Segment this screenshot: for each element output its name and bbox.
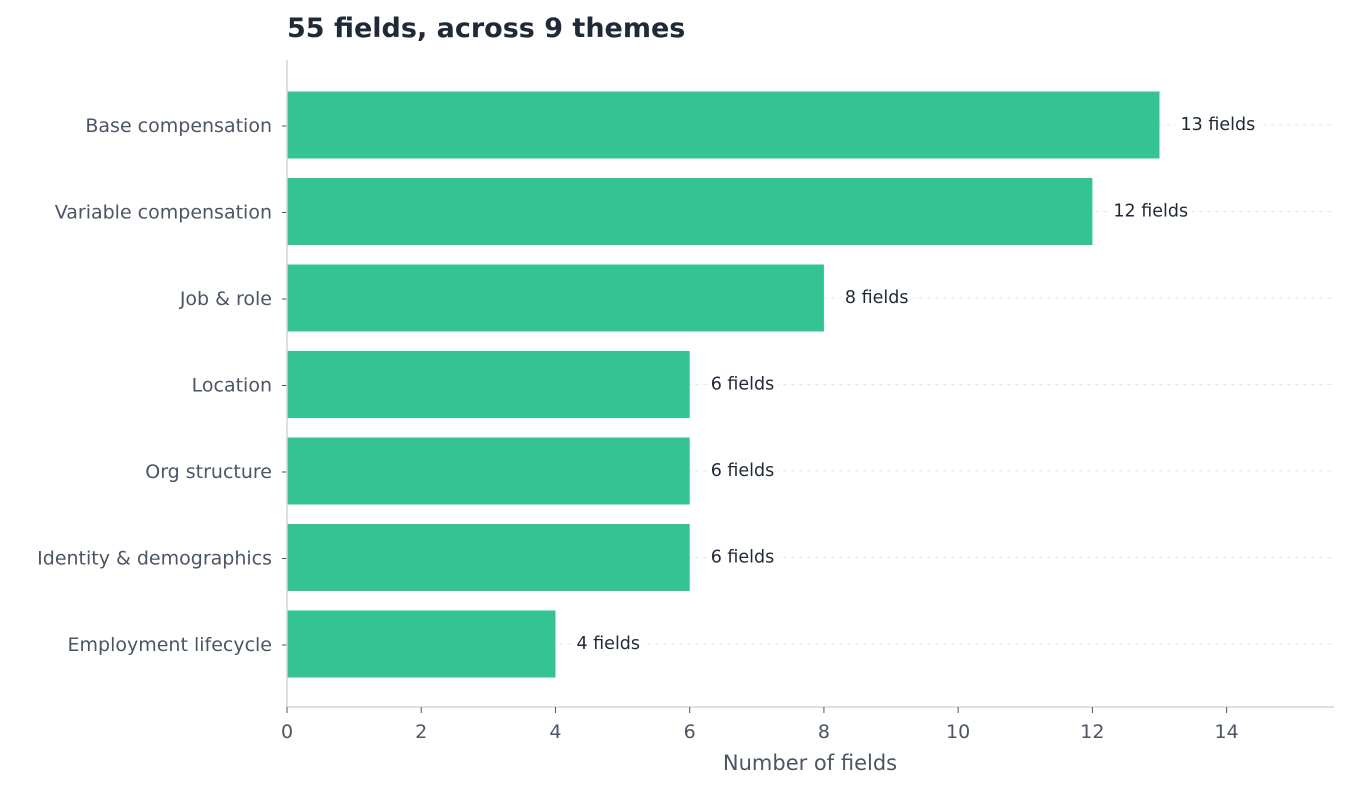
bars	[287, 91, 1160, 678]
data-label: 13 fields	[1181, 115, 1256, 135]
category-label: Job & role	[179, 288, 272, 310]
category-label: Org structure	[145, 461, 272, 483]
data-label-background	[840, 286, 913, 310]
data-label-background	[572, 632, 645, 656]
bar	[287, 178, 1093, 245]
x-tick-label: 2	[415, 721, 427, 743]
bar	[287, 610, 556, 678]
x-axis-title: Number of fields	[723, 751, 897, 775]
category-labels: Base compensation Variable compensation Jo…	[37, 115, 272, 656]
chart-title: 55 fields, across 9 themes	[287, 13, 685, 44]
bar	[287, 437, 690, 505]
bar	[287, 351, 690, 418]
x-tick-label: 0	[281, 721, 293, 743]
data-label-background	[706, 545, 779, 570]
x-tick-label: 4	[549, 721, 561, 743]
category-label: Base compensation	[85, 115, 272, 137]
category-label: Variable compensation	[55, 202, 272, 224]
bar	[287, 524, 690, 591]
data-label-background	[706, 372, 779, 397]
data-label-background	[706, 459, 779, 483]
category-label: Location	[192, 375, 272, 397]
data-label: 6 fields	[711, 461, 775, 481]
category-label: Identity & demographics	[37, 548, 272, 570]
x-tick-label: 12	[1080, 721, 1104, 743]
x-tick-label: 10	[946, 721, 970, 743]
data-label: 6 fields	[711, 548, 775, 568]
data-label: 12 fields	[1113, 202, 1188, 222]
category-label: Employment lifecycle	[68, 634, 273, 656]
bar	[287, 91, 1160, 159]
data-label-background	[1109, 199, 1193, 224]
data-label: 8 fields	[845, 288, 909, 308]
x-tick-label: 6	[684, 721, 696, 743]
x-tick-label: 14	[1215, 721, 1239, 743]
x-tick-label: 8	[818, 721, 830, 743]
bar	[287, 264, 824, 332]
data-label: 6 fields	[711, 375, 775, 395]
axes: 0 2 4 6 8 10 12 14	[281, 60, 1334, 743]
data-label-background	[1176, 113, 1260, 137]
data-label: 4 fields	[576, 634, 640, 654]
data-labels: 13 fields 12 fields 8 fields 6 fields 6 fiel…	[572, 113, 1260, 656]
